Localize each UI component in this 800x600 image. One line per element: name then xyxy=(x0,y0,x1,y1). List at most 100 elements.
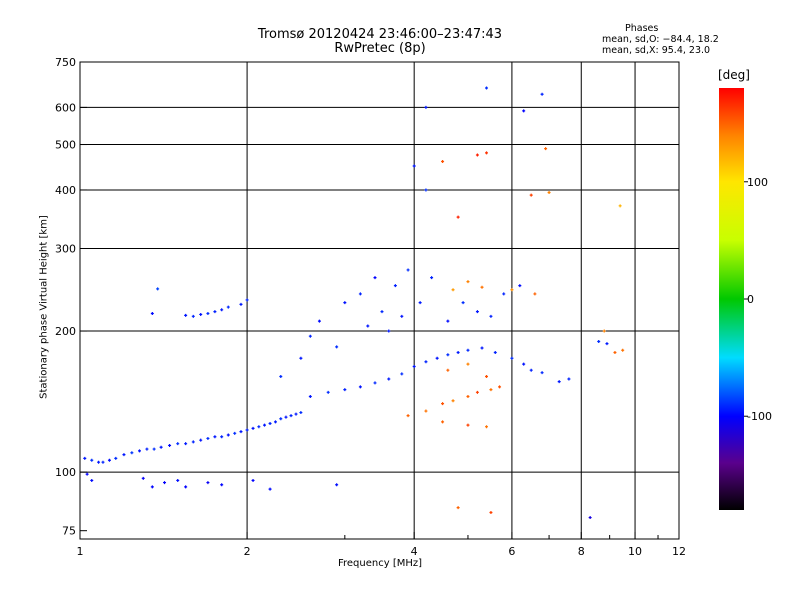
data-point xyxy=(141,476,145,480)
data-point xyxy=(176,442,180,446)
data-point xyxy=(85,472,89,476)
data-point xyxy=(485,425,489,429)
data-point xyxy=(475,310,479,314)
data-point xyxy=(602,329,606,333)
data-point xyxy=(502,292,506,296)
data-point xyxy=(130,451,134,455)
data-point xyxy=(489,511,493,515)
data-point xyxy=(226,433,230,437)
colorbar-tick-label: 100 xyxy=(747,176,768,189)
data-point xyxy=(547,191,551,195)
x-axis-ticks: 1 2 4 6 8 10 12 xyxy=(77,532,686,558)
y-axis-ticks: 75 100 200 300 400 500 600 750 xyxy=(55,56,87,538)
data-point xyxy=(510,356,514,360)
data-point xyxy=(480,285,484,289)
data-point xyxy=(485,374,489,378)
data-point xyxy=(588,516,592,520)
y-tick-label: 200 xyxy=(55,325,76,338)
data-point xyxy=(90,458,94,462)
data-point xyxy=(406,268,410,272)
data-point xyxy=(358,292,362,296)
data-point xyxy=(529,193,533,197)
data-point xyxy=(424,188,428,192)
data-point xyxy=(168,443,172,447)
y-tick-label: 750 xyxy=(55,56,76,69)
colorbar-tick-label: 0 xyxy=(747,293,754,306)
data-point xyxy=(446,353,450,357)
data-point xyxy=(226,305,230,309)
data-point xyxy=(299,411,303,415)
data-point xyxy=(498,385,502,389)
colorbar-tick-label: -100 xyxy=(747,410,772,423)
data-point xyxy=(176,478,180,482)
data-point xyxy=(393,284,397,288)
data-point xyxy=(245,428,249,432)
data-point xyxy=(518,284,522,288)
data-point xyxy=(485,151,489,155)
data-point xyxy=(343,301,347,305)
data-point xyxy=(326,390,330,394)
data-point xyxy=(199,312,203,316)
data-point xyxy=(441,420,445,424)
data-point xyxy=(466,362,470,366)
grid-lines xyxy=(80,62,679,539)
data-point xyxy=(317,319,321,323)
data-point xyxy=(480,346,484,350)
data-point xyxy=(456,350,460,354)
data-point xyxy=(308,334,312,338)
data-point xyxy=(184,442,188,446)
data-point xyxy=(446,368,450,372)
x-tick-label: 12 xyxy=(672,545,686,558)
data-point xyxy=(289,414,293,418)
data-point xyxy=(233,431,237,435)
data-point xyxy=(618,204,622,208)
data-point xyxy=(220,435,224,439)
data-point xyxy=(239,430,243,434)
data-point xyxy=(493,350,497,354)
data-point xyxy=(199,438,203,442)
x-tick-label: 4 xyxy=(411,545,418,558)
x-tick-label: 10 xyxy=(628,545,642,558)
data-point xyxy=(621,348,625,352)
data-point xyxy=(522,109,526,113)
data-point xyxy=(373,381,377,385)
data-point xyxy=(97,460,101,464)
data-point xyxy=(279,374,283,378)
data-point xyxy=(441,160,445,164)
data-point xyxy=(466,348,470,352)
data-point xyxy=(150,312,154,316)
data-point xyxy=(366,324,370,328)
data-point xyxy=(605,342,609,346)
chart-title-line2: RwPretec (8p) xyxy=(334,41,426,56)
data-point xyxy=(430,276,434,280)
data-point xyxy=(456,506,460,510)
stats-x-mode: mean, sd,X: 95.4, 23.0 xyxy=(602,45,711,56)
data-point xyxy=(597,339,601,343)
data-point xyxy=(510,288,514,292)
data-point xyxy=(251,478,255,482)
data-point xyxy=(101,460,105,464)
stats-o-mode: mean, sd,O: −84.4, 18.2 xyxy=(602,34,719,45)
data-point xyxy=(294,412,298,416)
data-point xyxy=(299,356,303,360)
data-point xyxy=(122,453,126,457)
data-point xyxy=(206,312,210,316)
data-point xyxy=(220,483,224,487)
data-point xyxy=(358,385,362,389)
data-point xyxy=(152,447,156,451)
chart-title-line1: Tromsø 20120424 23:46:00–23:47:43 xyxy=(257,27,503,42)
data-point xyxy=(184,485,188,489)
data-point xyxy=(489,388,493,392)
data-point xyxy=(273,420,277,424)
data-point xyxy=(406,414,410,418)
x-tick-label: 1 xyxy=(77,545,84,558)
data-point xyxy=(466,395,470,399)
data-point xyxy=(184,313,188,317)
data-point xyxy=(451,399,455,403)
x-tick-label: 8 xyxy=(578,545,585,558)
data-point xyxy=(387,377,391,381)
data-point xyxy=(239,302,243,306)
data-point xyxy=(107,458,111,462)
plot-frame xyxy=(79,61,680,540)
data-point xyxy=(387,329,391,333)
